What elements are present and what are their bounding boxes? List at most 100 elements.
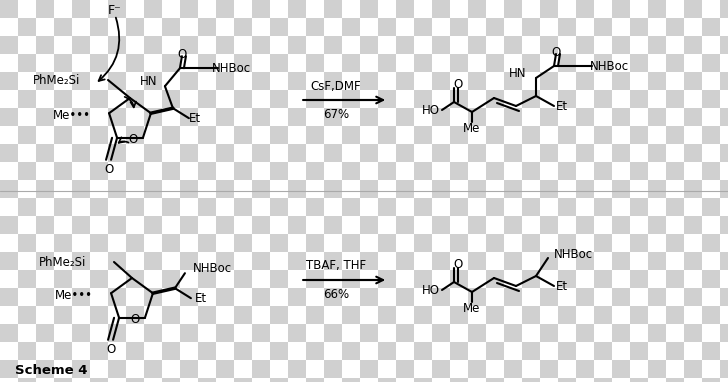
- Bar: [630, 270, 648, 288]
- Bar: [594, 198, 612, 216]
- Bar: [252, 144, 270, 162]
- Bar: [540, 72, 558, 90]
- Bar: [108, 36, 126, 54]
- Bar: [36, 324, 54, 342]
- Bar: [324, 324, 342, 342]
- Bar: [612, 252, 630, 270]
- Bar: [396, 216, 414, 234]
- Bar: [558, 306, 576, 324]
- Bar: [414, 306, 432, 324]
- Bar: [648, 0, 666, 18]
- Bar: [612, 360, 630, 378]
- Bar: [216, 216, 234, 234]
- Bar: [450, 198, 468, 216]
- Bar: [270, 198, 288, 216]
- Bar: [540, 144, 558, 162]
- Bar: [72, 108, 90, 126]
- Bar: [450, 18, 468, 36]
- Bar: [396, 0, 414, 18]
- Bar: [540, 0, 558, 18]
- Text: PhMe₂Si: PhMe₂Si: [33, 73, 80, 86]
- Bar: [18, 306, 36, 324]
- Bar: [468, 108, 486, 126]
- Bar: [198, 306, 216, 324]
- Bar: [324, 360, 342, 378]
- Bar: [612, 108, 630, 126]
- Bar: [180, 360, 198, 378]
- Bar: [612, 144, 630, 162]
- Bar: [126, 162, 144, 180]
- Bar: [594, 342, 612, 360]
- Bar: [558, 18, 576, 36]
- Bar: [450, 306, 468, 324]
- Bar: [90, 18, 108, 36]
- Bar: [504, 108, 522, 126]
- Bar: [198, 270, 216, 288]
- Bar: [144, 36, 162, 54]
- Bar: [234, 90, 252, 108]
- Bar: [306, 306, 324, 324]
- Bar: [252, 324, 270, 342]
- Bar: [216, 36, 234, 54]
- Bar: [540, 36, 558, 54]
- Bar: [54, 54, 72, 72]
- Bar: [162, 54, 180, 72]
- Bar: [54, 378, 72, 382]
- Bar: [324, 252, 342, 270]
- Bar: [684, 144, 702, 162]
- Bar: [180, 252, 198, 270]
- Bar: [630, 306, 648, 324]
- Bar: [378, 126, 396, 144]
- Bar: [72, 288, 90, 306]
- Bar: [0, 180, 18, 198]
- Bar: [234, 18, 252, 36]
- Bar: [36, 252, 54, 270]
- Bar: [360, 324, 378, 342]
- Bar: [90, 306, 108, 324]
- Bar: [594, 270, 612, 288]
- Bar: [702, 90, 720, 108]
- Bar: [594, 234, 612, 252]
- Bar: [378, 234, 396, 252]
- Bar: [648, 360, 666, 378]
- Bar: [306, 234, 324, 252]
- Bar: [18, 198, 36, 216]
- Text: NHBoc: NHBoc: [590, 60, 628, 73]
- Bar: [126, 270, 144, 288]
- Bar: [126, 18, 144, 36]
- Bar: [504, 360, 522, 378]
- Text: O: O: [551, 45, 561, 58]
- Bar: [342, 378, 360, 382]
- Bar: [630, 54, 648, 72]
- Bar: [468, 36, 486, 54]
- Bar: [594, 54, 612, 72]
- Bar: [180, 108, 198, 126]
- Text: NHBoc: NHBoc: [554, 248, 593, 261]
- Bar: [468, 360, 486, 378]
- Bar: [72, 0, 90, 18]
- Bar: [306, 126, 324, 144]
- Bar: [486, 18, 504, 36]
- Bar: [360, 72, 378, 90]
- Bar: [36, 0, 54, 18]
- Bar: [414, 378, 432, 382]
- Bar: [522, 342, 540, 360]
- Bar: [576, 288, 594, 306]
- Bar: [432, 72, 450, 90]
- Bar: [414, 342, 432, 360]
- Bar: [342, 90, 360, 108]
- Text: Et: Et: [189, 112, 201, 125]
- Bar: [360, 180, 378, 198]
- Bar: [576, 180, 594, 198]
- Text: O: O: [128, 133, 138, 146]
- Bar: [144, 108, 162, 126]
- Bar: [396, 36, 414, 54]
- Bar: [360, 0, 378, 18]
- Bar: [18, 270, 36, 288]
- Bar: [0, 0, 18, 18]
- Text: HO: HO: [422, 283, 440, 296]
- Bar: [306, 90, 324, 108]
- Bar: [360, 36, 378, 54]
- Bar: [342, 234, 360, 252]
- Bar: [270, 342, 288, 360]
